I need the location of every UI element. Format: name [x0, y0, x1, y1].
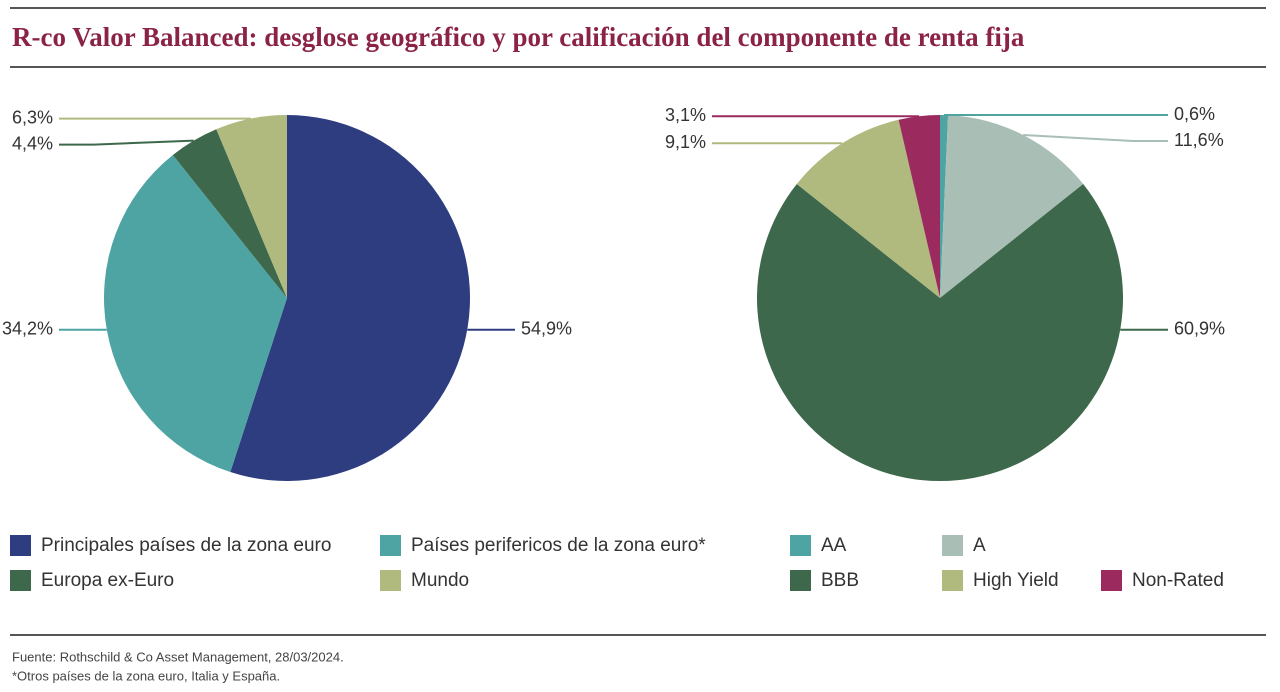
data-label: 54,9%	[521, 319, 572, 339]
data-label: 60,9%	[1174, 319, 1225, 339]
legend-swatch	[10, 570, 31, 591]
legend-swatch	[10, 535, 31, 556]
legend-swatch	[942, 535, 963, 556]
pie-slice	[940, 115, 1084, 298]
leader-line	[59, 139, 194, 146]
leader-line	[1023, 133, 1168, 143]
legend-swatch	[790, 570, 811, 591]
legend-swatch	[942, 570, 963, 591]
data-label: 6,3%	[12, 107, 53, 127]
data-label: 11,6%	[1174, 130, 1224, 150]
pie-slice	[172, 129, 287, 298]
source-note: Fuente: Rothschild & Co Asset Management…	[12, 649, 344, 664]
legend-label: Principales países de la zona euro	[41, 535, 331, 556]
legend-swatch	[790, 535, 811, 556]
legend-label: Europa ex-Euro	[41, 570, 174, 591]
legend-label: Países perifericos de la zona euro*	[411, 535, 706, 556]
legend-swatch	[1101, 570, 1122, 591]
legend-label: Non-Rated	[1132, 570, 1224, 591]
data-label: 4,4%	[12, 133, 53, 153]
legend-label: A	[973, 535, 986, 556]
data-label: 0,6%	[1174, 104, 1215, 124]
pie-slice	[104, 154, 287, 473]
legend-label: AA	[821, 535, 847, 556]
pie-slice	[216, 115, 287, 298]
footnote: *Otros países de la zona euro, Italia y …	[12, 668, 280, 683]
pie-slice	[796, 119, 940, 298]
legend-swatch	[380, 570, 401, 591]
pie-slice	[940, 115, 949, 298]
legend-label: BBB	[821, 570, 859, 591]
pie-slice	[230, 115, 471, 482]
data-label: 9,1%	[665, 132, 706, 152]
pie-slice	[756, 184, 1123, 481]
pie-slice	[898, 115, 940, 298]
data-label: 34,2%	[2, 319, 53, 339]
page-title: R-co Valor Balanced: desglose geográfico…	[12, 22, 1025, 52]
legend-label: Mundo	[411, 570, 469, 591]
legend-swatch	[380, 535, 401, 556]
data-label: 3,1%	[665, 105, 706, 125]
legend-label: High Yield	[973, 570, 1059, 591]
